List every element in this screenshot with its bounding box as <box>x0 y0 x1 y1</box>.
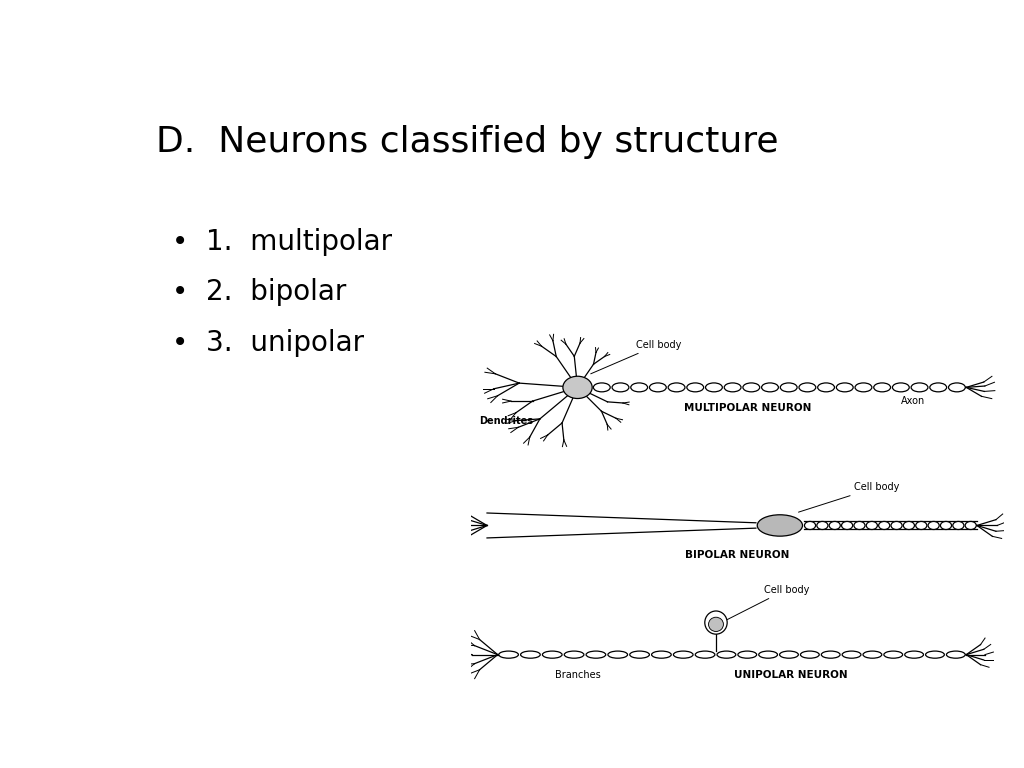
Text: Axon: Axon <box>901 396 925 406</box>
Ellipse shape <box>717 651 736 658</box>
Ellipse shape <box>863 651 882 658</box>
Text: UNIPOLAR NEURON: UNIPOLAR NEURON <box>734 670 847 680</box>
Ellipse shape <box>966 521 976 529</box>
Ellipse shape <box>829 521 841 529</box>
Ellipse shape <box>842 651 861 658</box>
Ellipse shape <box>779 651 799 658</box>
Ellipse shape <box>630 651 649 658</box>
Ellipse shape <box>651 651 671 658</box>
Ellipse shape <box>687 383 703 392</box>
Ellipse shape <box>926 651 944 658</box>
Ellipse shape <box>799 383 816 392</box>
Ellipse shape <box>499 651 518 658</box>
Ellipse shape <box>758 515 803 536</box>
Ellipse shape <box>780 383 797 392</box>
Text: Cell body: Cell body <box>726 584 809 620</box>
Text: •  2.  bipolar: • 2. bipolar <box>172 279 346 306</box>
Ellipse shape <box>586 651 606 658</box>
Ellipse shape <box>940 521 951 529</box>
Ellipse shape <box>855 383 871 392</box>
Ellipse shape <box>842 521 853 529</box>
Ellipse shape <box>905 651 924 658</box>
Ellipse shape <box>612 383 629 392</box>
Ellipse shape <box>879 521 890 529</box>
Ellipse shape <box>805 521 815 529</box>
Ellipse shape <box>946 651 966 658</box>
Text: •  1.  multipolar: • 1. multipolar <box>172 228 392 257</box>
Ellipse shape <box>801 651 819 658</box>
Ellipse shape <box>705 611 727 634</box>
Text: BIPOLAR NEURON: BIPOLAR NEURON <box>685 550 790 560</box>
Ellipse shape <box>821 651 840 658</box>
Ellipse shape <box>695 651 715 658</box>
Text: D.  Neurons classified by structure: D. Neurons classified by structure <box>156 124 778 159</box>
Ellipse shape <box>631 383 647 392</box>
Ellipse shape <box>593 383 610 392</box>
Ellipse shape <box>817 521 828 529</box>
Ellipse shape <box>738 651 757 658</box>
Ellipse shape <box>911 383 928 392</box>
Ellipse shape <box>817 383 835 392</box>
Ellipse shape <box>706 383 722 392</box>
Ellipse shape <box>866 521 878 529</box>
Ellipse shape <box>873 383 891 392</box>
Ellipse shape <box>563 376 592 399</box>
Ellipse shape <box>915 521 927 529</box>
Ellipse shape <box>724 383 741 392</box>
Ellipse shape <box>564 651 584 658</box>
Text: Cell body: Cell body <box>591 339 682 374</box>
Ellipse shape <box>543 651 562 658</box>
Ellipse shape <box>520 651 541 658</box>
Ellipse shape <box>930 383 946 392</box>
Ellipse shape <box>948 383 966 392</box>
Ellipse shape <box>854 521 865 529</box>
Ellipse shape <box>668 383 685 392</box>
Polygon shape <box>487 513 756 538</box>
Text: Branches: Branches <box>555 670 600 680</box>
Ellipse shape <box>674 651 693 658</box>
Ellipse shape <box>928 521 939 529</box>
Ellipse shape <box>893 383 909 392</box>
Ellipse shape <box>891 521 902 529</box>
Ellipse shape <box>903 521 914 529</box>
Ellipse shape <box>884 651 902 658</box>
Text: Dendrites: Dendrites <box>478 416 532 426</box>
Ellipse shape <box>762 383 778 392</box>
Ellipse shape <box>952 521 964 529</box>
Text: MULTIPOLAR NEURON: MULTIPOLAR NEURON <box>684 402 812 412</box>
Ellipse shape <box>742 383 760 392</box>
Ellipse shape <box>837 383 853 392</box>
Text: Cell body: Cell body <box>799 482 900 512</box>
Ellipse shape <box>649 383 667 392</box>
Ellipse shape <box>759 651 777 658</box>
Ellipse shape <box>608 651 628 658</box>
Ellipse shape <box>709 617 723 631</box>
Text: •  3.  unipolar: • 3. unipolar <box>172 329 364 356</box>
